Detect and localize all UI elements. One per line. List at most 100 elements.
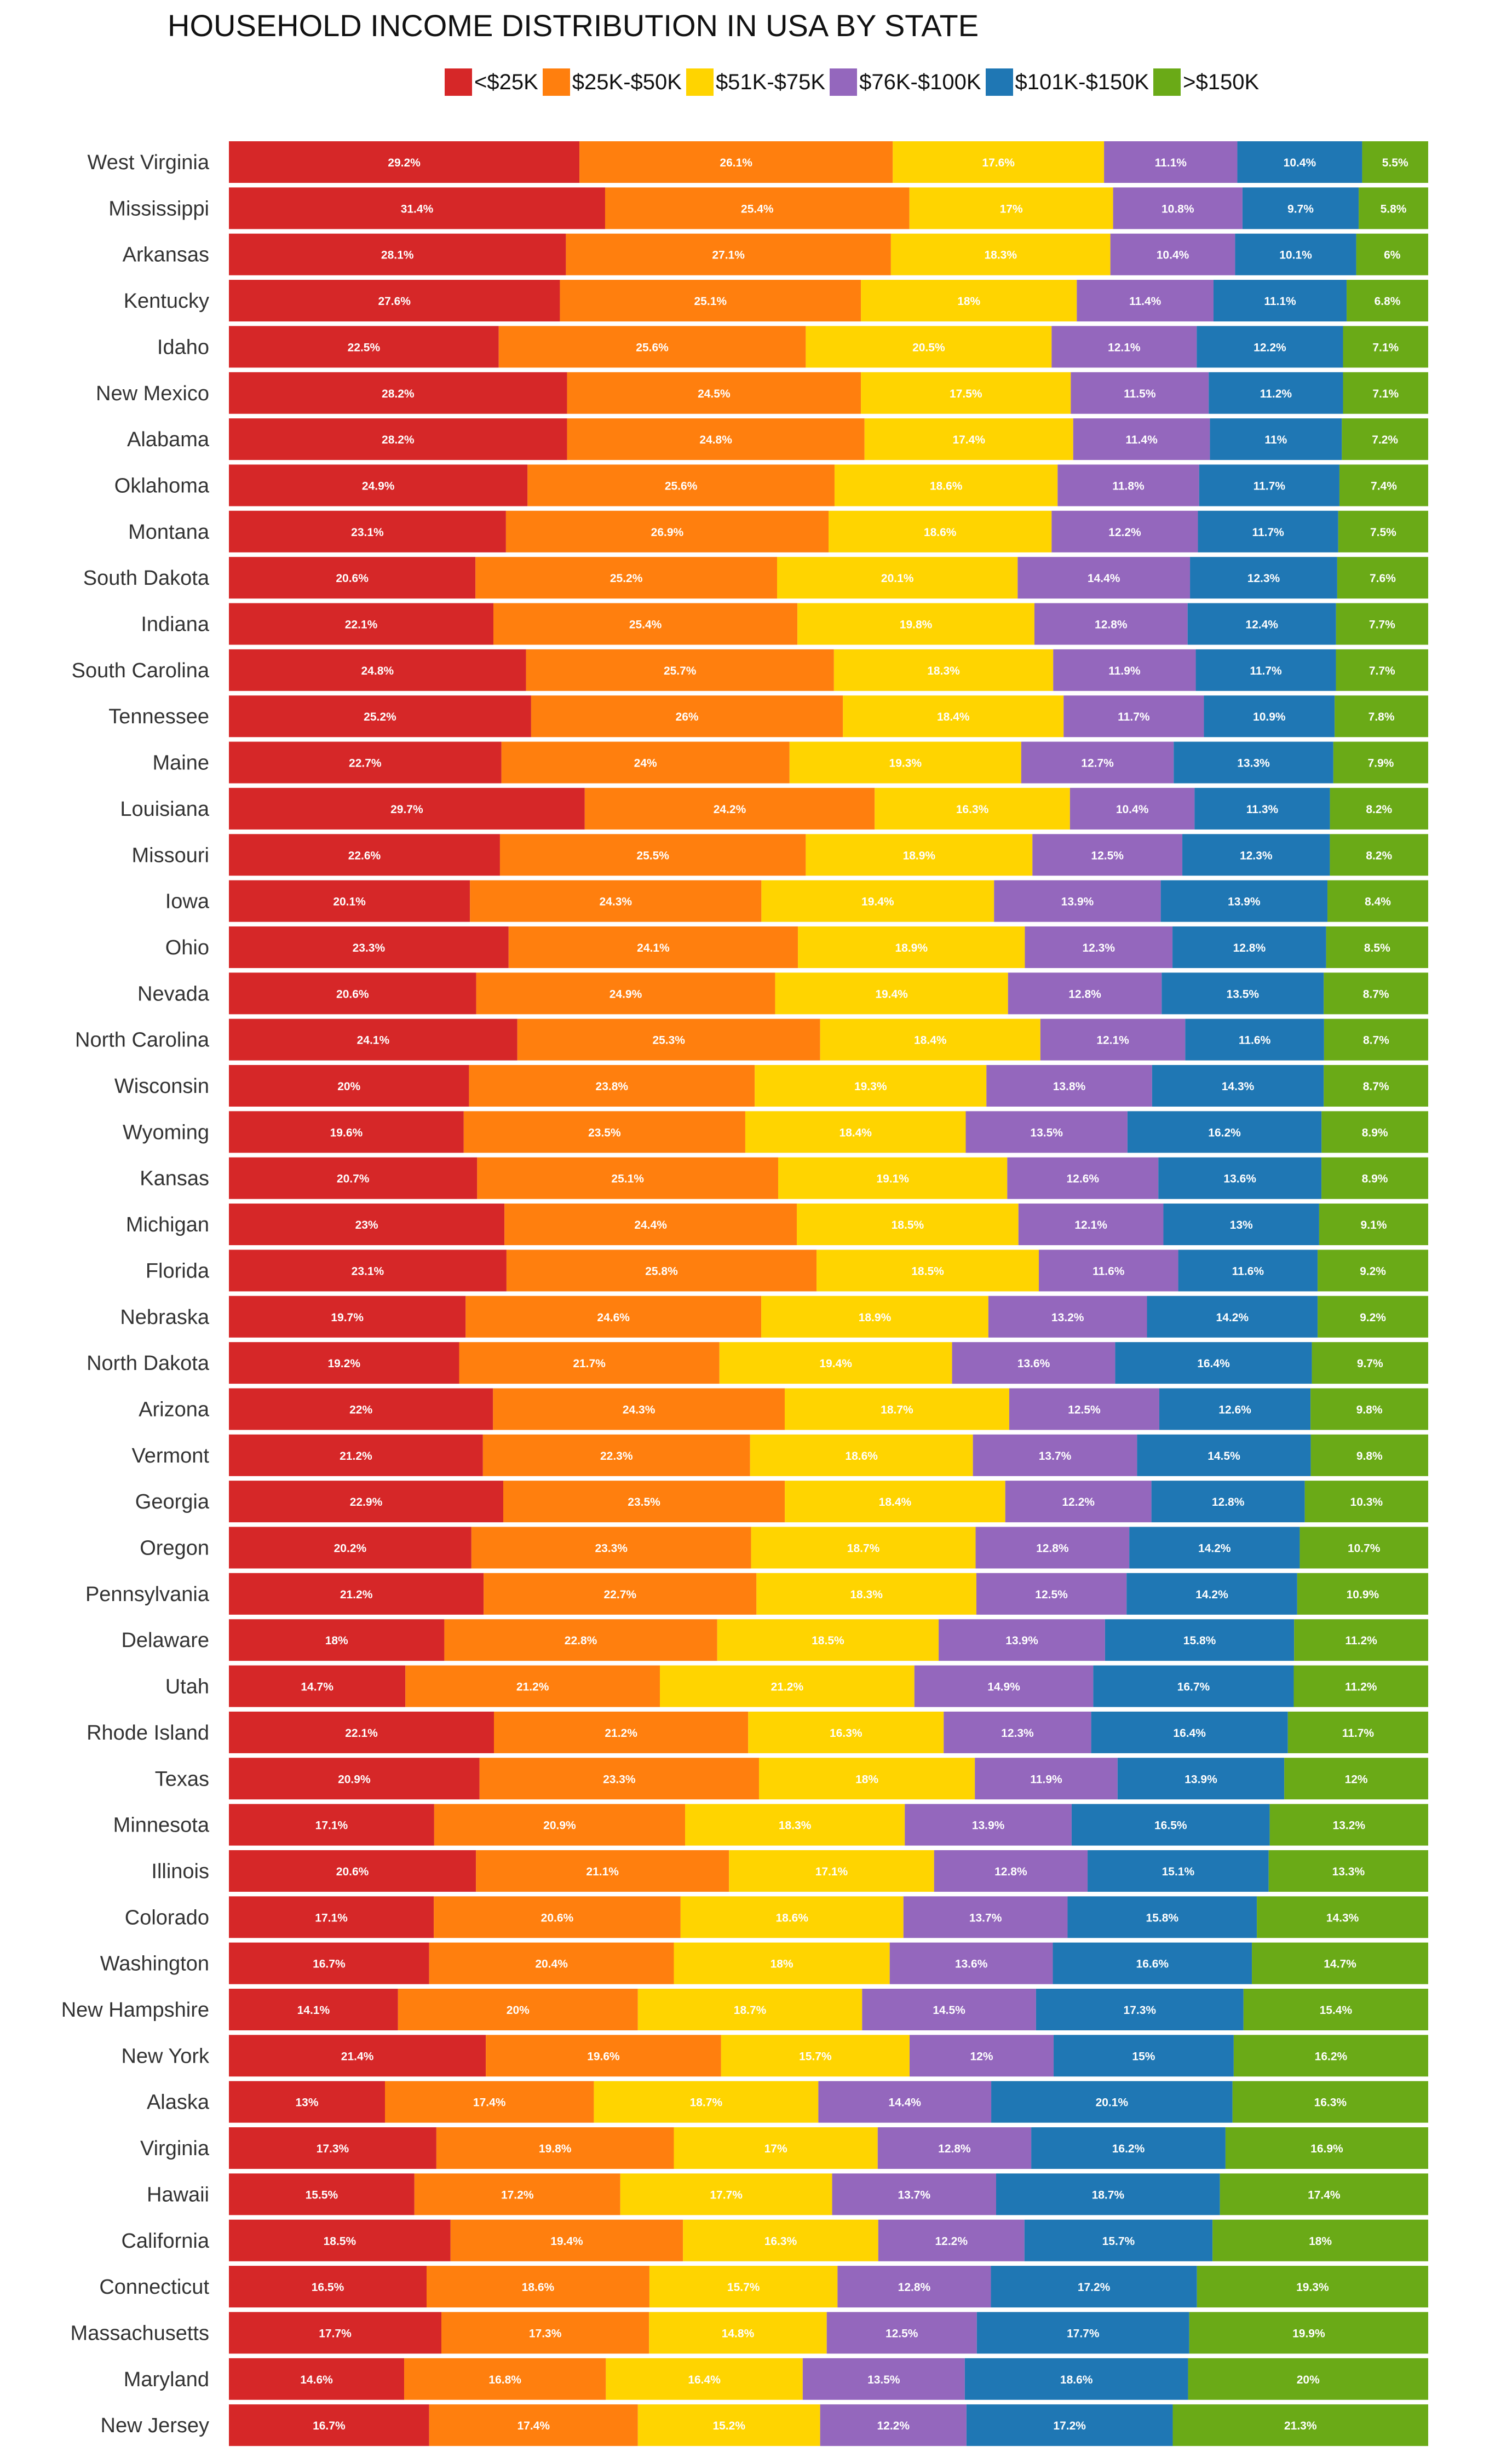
- bar-segment: [229, 1573, 484, 1615]
- bar-segment: [909, 2035, 1054, 2077]
- bar-segment: [1194, 787, 1330, 830]
- bar-segment: [1063, 695, 1204, 738]
- data-label: 27.1%: [712, 249, 745, 262]
- bar-segment: [429, 2404, 638, 2446]
- data-label: 22.7%: [604, 1588, 637, 1601]
- bar-segment: [463, 1111, 745, 1153]
- data-label: 13%: [1230, 1219, 1253, 1231]
- bar-segment: [229, 1665, 406, 1707]
- bar-segment: [1021, 741, 1174, 784]
- bar-segment: [229, 1434, 483, 1476]
- data-label: 14.8%: [722, 2327, 755, 2340]
- bar-segment: [1025, 926, 1173, 968]
- data-label: 12.7%: [1081, 757, 1114, 770]
- data-label: 17.5%: [950, 388, 982, 400]
- category-label: Massachusetts: [71, 2322, 209, 2345]
- data-label: 25.7%: [664, 665, 697, 677]
- data-label: 23.8%: [596, 1080, 629, 1093]
- data-label: 24.9%: [610, 988, 642, 1000]
- bar-segment: [1172, 926, 1326, 968]
- category-label: Oklahoma: [114, 474, 210, 497]
- bar-segment: [476, 1850, 729, 1892]
- data-label: 17%: [1000, 203, 1023, 215]
- data-label: 20.2%: [334, 1542, 367, 1555]
- data-label: 11.7%: [1250, 665, 1282, 677]
- data-label: 16.5%: [1154, 1820, 1187, 1832]
- data-label: 12.1%: [1074, 1219, 1107, 1231]
- bar-segment: [1342, 418, 1428, 460]
- bar-segment: [1162, 972, 1324, 1015]
- bar-segment: [475, 557, 778, 599]
- bar-segment: [751, 1527, 976, 1569]
- data-label: 12.8%: [1212, 1496, 1245, 1509]
- data-label: 14.2%: [1216, 1311, 1249, 1324]
- data-label: 13.5%: [1227, 988, 1260, 1000]
- category-label: Virginia: [140, 2137, 210, 2160]
- data-label: 17.4%: [473, 2097, 506, 2109]
- bar-segment: [994, 880, 1161, 922]
- data-label: 18.6%: [775, 1912, 808, 1924]
- bar-segment: [229, 787, 585, 830]
- bar-segment: [1197, 2266, 1428, 2308]
- data-label: 12.3%: [1082, 942, 1115, 954]
- data-label: 11.2%: [1345, 1634, 1377, 1647]
- category-label: Georgia: [135, 1490, 210, 1513]
- data-label: 11.6%: [1092, 1265, 1125, 1277]
- bar-segment: [659, 1665, 915, 1707]
- bar-segment: [1321, 1111, 1428, 1153]
- data-label: 27.6%: [378, 295, 411, 308]
- data-label: 12.8%: [1095, 619, 1128, 631]
- bar-segment: [426, 2266, 649, 2308]
- bar-segment: [1343, 326, 1428, 368]
- bar-segment: [861, 280, 1077, 322]
- data-label: 18.4%: [839, 1126, 872, 1139]
- legend-swatch: [542, 68, 570, 96]
- data-label: 25.8%: [645, 1265, 678, 1277]
- data-label: 22%: [349, 1403, 372, 1416]
- bar-segment: [797, 1204, 1019, 1246]
- bar-segment: [229, 2219, 451, 2261]
- bar-segment: [1257, 1896, 1428, 1938]
- data-label: 14.6%: [300, 2374, 333, 2386]
- category-label: New Jersey: [101, 2414, 210, 2437]
- bar-segment: [1343, 372, 1428, 414]
- data-label: 13.9%: [1185, 1773, 1217, 1786]
- bar-segment: [862, 1989, 1036, 2030]
- bar-segment: [229, 418, 567, 460]
- data-label: 18.9%: [859, 1311, 892, 1324]
- data-label: 12.3%: [1247, 572, 1280, 585]
- category-label: Hawaii: [147, 2183, 209, 2206]
- data-label: 17.4%: [517, 2420, 550, 2432]
- data-label: 18.6%: [1060, 2374, 1093, 2386]
- bar-segment: [493, 603, 798, 645]
- data-label: 17.4%: [952, 434, 985, 446]
- bar-segment: [229, 372, 567, 414]
- data-label: 7.1%: [1372, 341, 1399, 354]
- bar-segment: [1243, 1989, 1428, 2030]
- bar-segment: [229, 1527, 472, 1569]
- bar-segment: [1158, 1157, 1322, 1199]
- data-label: 13.7%: [898, 2189, 930, 2201]
- bar-segment: [501, 741, 790, 784]
- data-label: 19.3%: [889, 757, 922, 770]
- data-label: 19.2%: [327, 1357, 360, 1370]
- bar-segment: [761, 1296, 988, 1338]
- bar-segment: [229, 1157, 478, 1199]
- data-label: 11.6%: [1232, 1265, 1264, 1277]
- bar-segment: [976, 1573, 1127, 1615]
- bar-segment: [834, 464, 1058, 506]
- bar-segment: [1330, 787, 1428, 830]
- data-label: 13.6%: [1223, 1173, 1256, 1185]
- bar-segment: [229, 1342, 459, 1384]
- bar-segment: [729, 1850, 934, 1892]
- bar-segment: [1031, 2127, 1226, 2169]
- data-label: 9.7%: [1287, 203, 1314, 215]
- data-label: 12.4%: [1245, 619, 1278, 631]
- data-label: 8.7%: [1363, 1034, 1389, 1047]
- bar-segment: [229, 741, 502, 784]
- data-label: 13.2%: [1333, 1820, 1366, 1832]
- legend-label: $51K-$75K: [715, 70, 826, 94]
- bar-segment: [829, 510, 1052, 552]
- bar-segment: [229, 1481, 504, 1523]
